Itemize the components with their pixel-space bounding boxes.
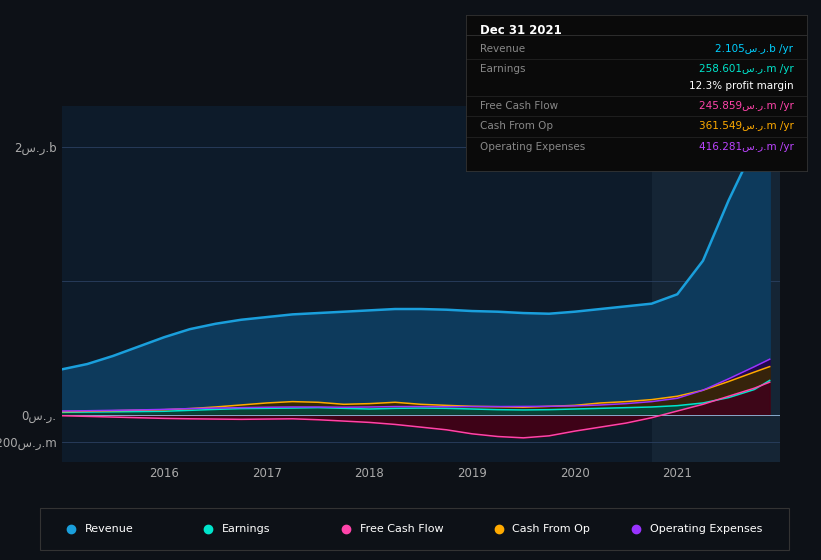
- Text: Revenue: Revenue: [85, 524, 134, 534]
- Text: 2.105س.ر.b /yr: 2.105س.ر.b /yr: [715, 44, 793, 54]
- Text: 361.549س.ر.m /yr: 361.549س.ر.m /yr: [699, 122, 793, 132]
- Text: Dec 31 2021: Dec 31 2021: [480, 24, 562, 37]
- Text: 416.281س.ر.m /yr: 416.281س.ر.m /yr: [699, 142, 793, 152]
- Text: Earnings: Earnings: [222, 524, 271, 534]
- Text: Revenue: Revenue: [480, 44, 525, 54]
- Text: 258.601س.ر.m /yr: 258.601س.ر.m /yr: [699, 64, 793, 74]
- Text: 12.3% profit margin: 12.3% profit margin: [689, 81, 793, 91]
- Text: 245.859س.ر.m /yr: 245.859س.ر.m /yr: [699, 101, 793, 111]
- Text: Free Cash Flow: Free Cash Flow: [360, 524, 443, 534]
- Text: Cash From Op: Cash From Op: [480, 122, 553, 132]
- Bar: [652, 106, 780, 462]
- Text: Free Cash Flow: Free Cash Flow: [480, 101, 558, 111]
- Text: Cash From Op: Cash From Op: [512, 524, 590, 534]
- Text: Earnings: Earnings: [480, 64, 525, 74]
- Text: Operating Expenses: Operating Expenses: [480, 142, 585, 152]
- Text: Operating Expenses: Operating Expenses: [649, 524, 762, 534]
